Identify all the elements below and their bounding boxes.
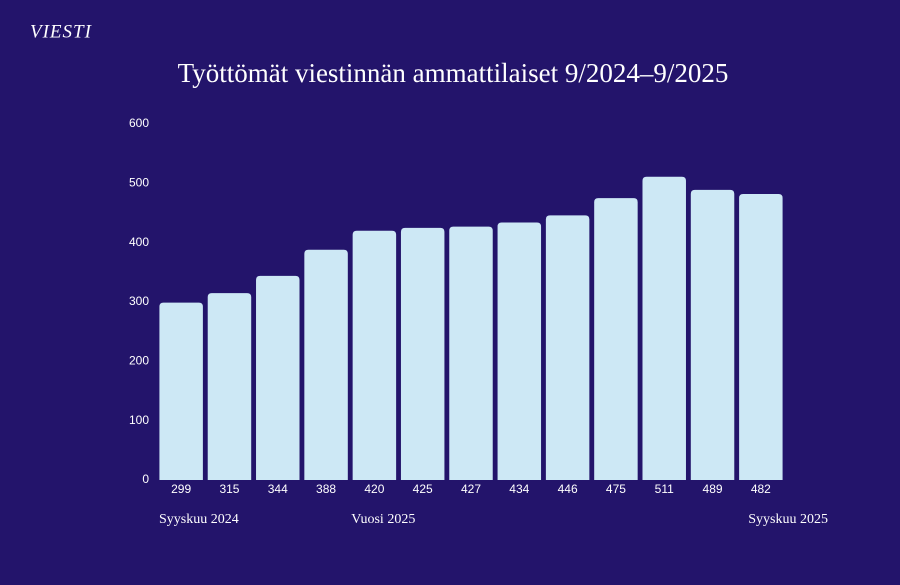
bar bbox=[304, 249, 348, 480]
period-label: Syyskuu 2025 bbox=[748, 512, 828, 527]
bar bbox=[739, 194, 783, 480]
y-tick-label: 200 bbox=[129, 354, 149, 368]
value-label: 344 bbox=[268, 482, 288, 496]
y-tick-label: 500 bbox=[129, 176, 149, 190]
bar bbox=[690, 189, 735, 481]
bar bbox=[642, 176, 686, 480]
value-label: 511 bbox=[655, 482, 674, 496]
bar bbox=[352, 230, 397, 480]
chart-title: Työttömät viestinnän ammattilaiset 9/202… bbox=[178, 58, 729, 88]
bar bbox=[594, 198, 638, 480]
bar bbox=[545, 215, 590, 480]
y-tick-label: 100 bbox=[129, 413, 149, 427]
y-tick-label: 600 bbox=[129, 116, 149, 130]
period-label: Syyskuu 2024 bbox=[159, 512, 239, 527]
bar bbox=[400, 227, 445, 480]
value-label: 420 bbox=[364, 482, 384, 496]
bar bbox=[256, 275, 300, 480]
value-label: 299 bbox=[171, 482, 191, 496]
bar bbox=[449, 226, 493, 480]
y-tick-label: 400 bbox=[129, 235, 149, 249]
value-label: 425 bbox=[413, 482, 433, 496]
y-tick-label: 300 bbox=[129, 294, 149, 308]
bar bbox=[207, 293, 252, 480]
logo: VIESTI bbox=[30, 21, 93, 42]
value-label: 315 bbox=[219, 482, 239, 496]
bar bbox=[159, 302, 203, 480]
bar bbox=[497, 222, 542, 480]
value-label: 446 bbox=[558, 482, 578, 496]
value-label: 388 bbox=[316, 482, 336, 496]
y-tick-label: 0 bbox=[142, 472, 149, 486]
period-label: Vuosi 2025 bbox=[351, 512, 415, 527]
value-label: 482 bbox=[751, 482, 771, 496]
value-label: 434 bbox=[509, 482, 529, 496]
value-label: 489 bbox=[703, 482, 723, 496]
value-label: 427 bbox=[461, 482, 481, 496]
value-label: 475 bbox=[606, 482, 626, 496]
